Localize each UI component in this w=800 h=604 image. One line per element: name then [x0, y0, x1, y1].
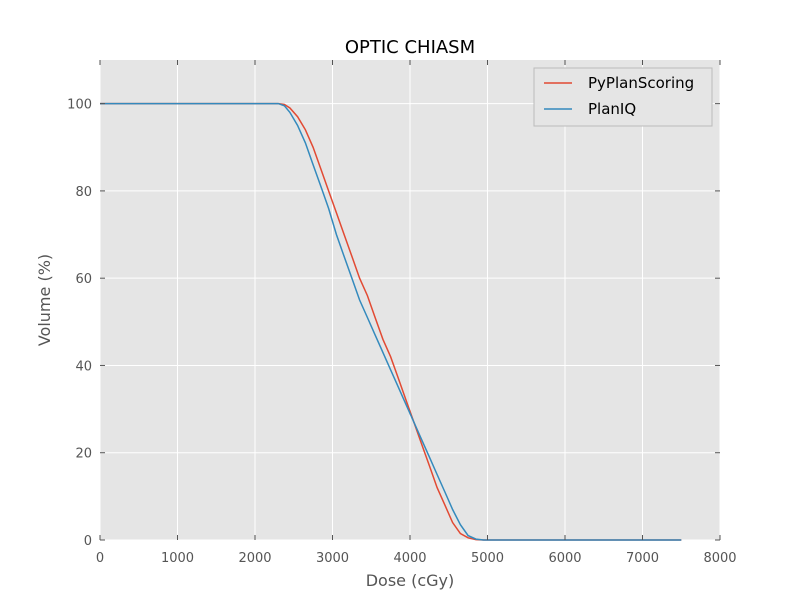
x-tick-label: 0: [96, 551, 104, 566]
y-tick-label: 100: [67, 98, 92, 113]
x-axis-label: Dose (cGy): [366, 571, 455, 590]
x-tick-label: 6000: [548, 551, 581, 566]
y-tick-label: 0: [84, 534, 92, 549]
axis-ticks: 0 1000 2000 3000 4000 5000 6000 7000 8000 0 20 40 60…: [67, 60, 737, 566]
x-tick-label: 7000: [626, 551, 659, 566]
series-line-pyplanscoring: [100, 102, 682, 541]
legend-label: PlanIQ: [588, 100, 636, 118]
x-tick-label: 3000: [316, 551, 349, 566]
series-line-planiq: [100, 102, 682, 541]
y-tick-label: 80: [75, 185, 92, 200]
series-layer: [100, 102, 682, 541]
x-tick-label: 1000: [161, 551, 194, 566]
y-tick-label: 40: [75, 359, 92, 374]
chart-title: OPTIC CHIASM: [345, 37, 475, 58]
legend-label: PyPlanScoring: [588, 74, 694, 92]
x-tick-label: 4000: [393, 551, 426, 566]
y-tick-label: 60: [75, 272, 92, 287]
y-tick-label: 20: [75, 447, 92, 462]
legend-box: [533, 67, 713, 127]
x-tick-label: 2000: [238, 551, 271, 566]
x-tick-label: 5000: [471, 551, 504, 566]
x-tick-label: 8000: [703, 551, 736, 566]
legend: PyPlanScoring PlanIQ: [533, 67, 713, 127]
y-axis-label: Volume (%): [35, 254, 54, 346]
